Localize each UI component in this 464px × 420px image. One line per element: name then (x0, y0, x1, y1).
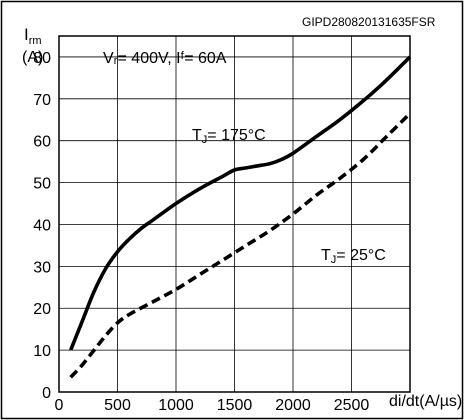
series-label-25c: TJ= 25°C (321, 247, 386, 266)
series-label-175c: TJ= 175°C (192, 127, 266, 146)
y-tick-label: 60 (33, 134, 51, 151)
tick-labels: 0 500 1000 1500 2000 2500 0 10 20 30 40 50 60 70 80 (33, 50, 369, 414)
x-axis-label: di/dt(A/µs) (389, 393, 462, 410)
y-tick-label: 70 (33, 92, 51, 109)
y-tick-label: 10 (33, 343, 51, 360)
plot-area (58, 35, 411, 393)
x-tick-label: 1000 (158, 397, 194, 414)
y-tick-label: 20 (33, 301, 51, 318)
y-tick-label: 0 (42, 385, 51, 402)
y-tick-label: 50 (33, 176, 51, 193)
grid (59, 36, 410, 392)
series-layer (69, 55, 412, 379)
y-axis-label: Irm (24, 25, 42, 47)
x-tick-label: 1500 (217, 397, 253, 414)
y-tick-label: 40 (33, 217, 51, 234)
x-tick-label: 0 (55, 397, 64, 414)
figure-id: GIPD280820131635FSR (302, 15, 436, 29)
series-line-25c (69, 112, 412, 379)
x-tick-label: 500 (104, 397, 131, 414)
y-axis-unit: (A) (22, 49, 43, 66)
test-conditions: Vᵣ= 400V, Iᶠ= 60A (103, 50, 227, 67)
series-line-175c (69, 55, 412, 351)
x-tick-label: 2000 (275, 397, 311, 414)
y-tick-label: 80 (33, 50, 51, 67)
x-tick-label: 2500 (334, 397, 370, 414)
y-tick-label: 30 (33, 259, 51, 276)
